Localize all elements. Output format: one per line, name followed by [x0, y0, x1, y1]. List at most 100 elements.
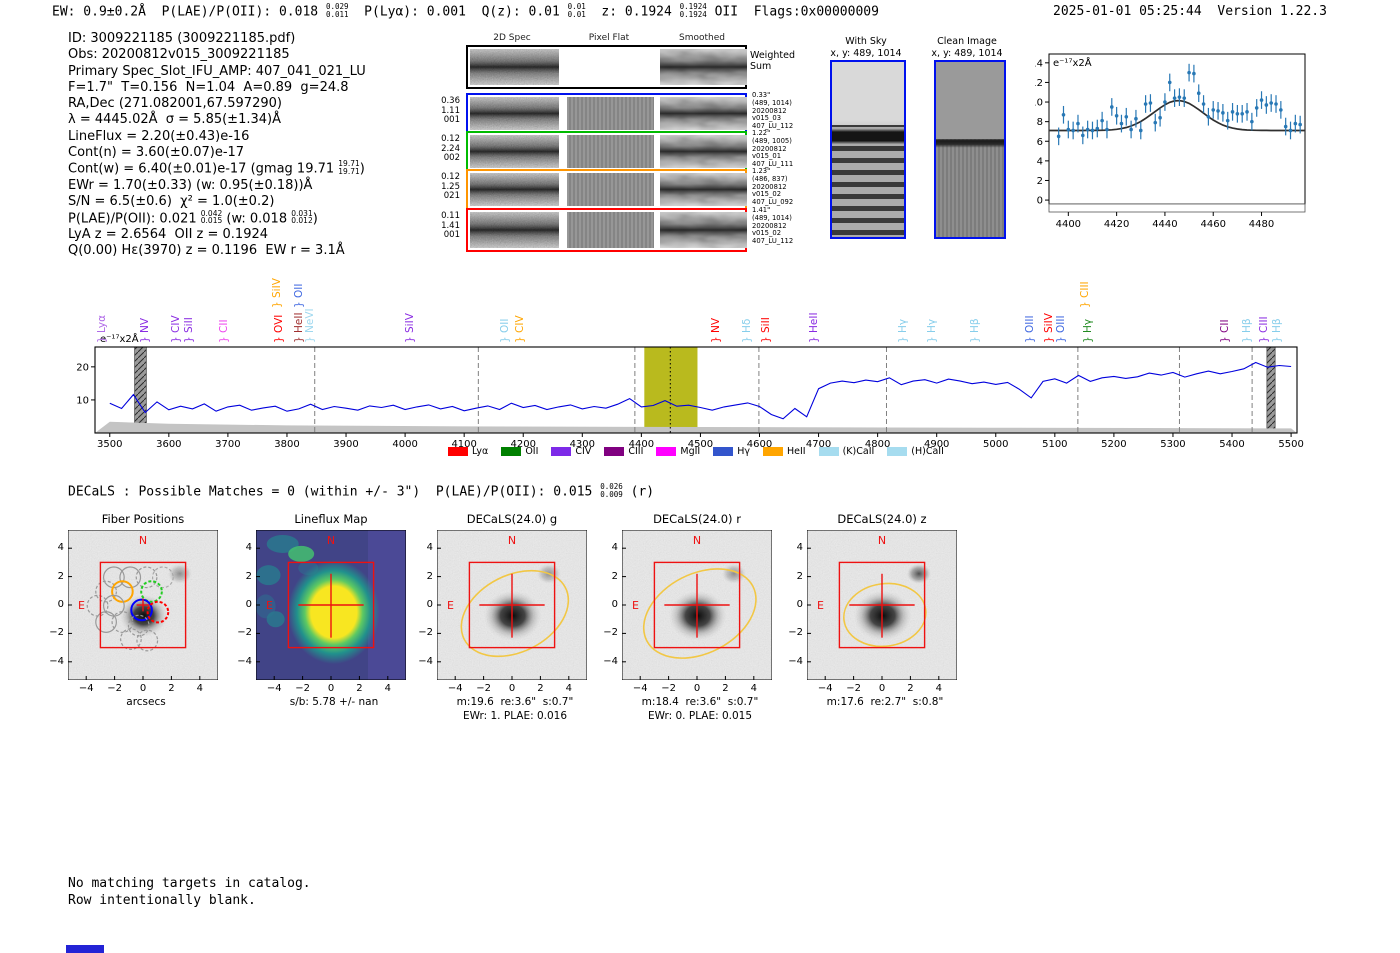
panel-title: DECaLS(24.0) z	[837, 512, 927, 526]
line-marker-oiii: } OIII	[1055, 315, 1068, 343]
cleanimage-title: Clean Image	[937, 36, 997, 47]
panel-ytick: 2	[426, 570, 433, 582]
cutout-row-left-label: 0.12 2.24 002	[441, 134, 460, 163]
col-header-smoothed: Smoothed	[679, 33, 725, 43]
panel-xlabel: arcsecs	[126, 696, 166, 708]
cell-pixelflat	[567, 135, 654, 168]
panel-xtick: −2	[661, 683, 676, 694]
svg-text:4400: 4400	[629, 439, 654, 450]
info-line: λ = 4445.02Å σ = 5.85(±1.34)Å	[68, 112, 366, 128]
text-segment: S/N = 6.5(±0.6) χ² = 1.0(±0.2)	[68, 194, 275, 210]
info-line: P(LAE)/P(OII): 0.021 0.042 0.015 (w: 0.01…	[68, 209, 366, 228]
header-timestamp-version: 2025-01-01 05:25:44 Version 1.22.3	[1053, 4, 1327, 19]
compass-e: E	[632, 599, 639, 612]
text-segment: DECaLS : Possible Matches = 0 (within +/…	[68, 484, 601, 500]
panel-xtick: 2	[907, 683, 914, 694]
legend-label: (H)CaII	[911, 446, 944, 457]
text-segment: Cont(n) = 3.60(±0.07)e-17	[68, 145, 245, 161]
panel-title: DECaLS(24.0) r	[653, 512, 741, 526]
compass-n: N	[139, 534, 147, 547]
panel-xtick: −4	[817, 683, 833, 694]
cutout-row-right-label: 1.41" (489, 1014) 20200812 v015_02 407_LU_11…	[752, 206, 794, 246]
full-spectrum-plot: 10 20 3500 3600 3700 3800 3900 4000 4100 4200 4300…	[76, 332, 1304, 450]
line-marker-cii: } CII	[1218, 319, 1231, 343]
cleanimage-image	[934, 60, 1006, 239]
panel-xtick: 4	[935, 683, 942, 694]
cell-pixelflat	[567, 173, 654, 206]
decals-match-line: DECaLS : Possible Matches = 0 (within +/…	[68, 483, 655, 500]
panel-ytick: 0	[611, 599, 618, 610]
stacked-fraction: 19.71 19.71	[338, 159, 360, 177]
cell-pixelflat	[567, 212, 654, 248]
legend-item: OII	[501, 446, 538, 457]
withsky-coords: x, y: 489, 1014	[830, 48, 902, 59]
info-line: Primary Spec_Slot_IFU_AMP: 407_041_021_L…	[68, 64, 366, 80]
text-segment: )	[359, 161, 365, 177]
cutout-row-left-label: 0.11 1.41 001	[441, 211, 460, 240]
line-marker-oii: } OII	[499, 318, 512, 343]
legend-item: (K)CaII	[818, 446, 874, 457]
footer-line-1: No matching targets in catalog.	[68, 876, 311, 891]
panel-axes-lineflux: NE	[256, 530, 406, 680]
svg-text:3700: 3700	[215, 439, 240, 450]
svg-text:4700: 4700	[806, 439, 831, 450]
cell-smoothed	[660, 49, 747, 85]
legend-label: HeII	[787, 446, 806, 457]
cutout-row-right-label: 0.33" (489, 1014) 20200812 v015_03 407_LU_11…	[752, 91, 794, 131]
text-segment: λ = 4445.02Å σ = 5.85(±1.34)Å	[68, 112, 281, 128]
svg-text:5500: 5500	[1278, 439, 1303, 450]
svg-text:e⁻¹⁷x2Å: e⁻¹⁷x2Å	[100, 332, 139, 345]
svg-text:8: 8	[1037, 117, 1043, 128]
info-line: Q(0.00) Hε(3970) z = 0.1196 EW r = 3.1Å	[68, 243, 366, 259]
svg-text:4500: 4500	[688, 439, 713, 450]
cutout-row	[466, 131, 747, 172]
panel-xtick: 0	[693, 683, 701, 694]
panel-xlabel: m:17.6 re:2.7" s:0.8"	[826, 696, 944, 708]
line-marker-siii: } SiII	[182, 317, 195, 343]
svg-text:5200: 5200	[1101, 439, 1126, 450]
line-marker-ciii: } CIII	[1257, 316, 1270, 343]
cleanimage-coords: x, y: 489, 1014	[931, 48, 1003, 59]
svg-text:4300: 4300	[570, 439, 595, 450]
compass-n: N	[508, 534, 516, 547]
footer-line-2: Row intentionally blank.	[68, 892, 256, 908]
info-line: Obs: 20200812v015_3009221185	[68, 47, 366, 63]
text-segment: )	[312, 210, 318, 226]
panel-xtick: 4	[384, 683, 391, 694]
panel-ytick: −4	[418, 655, 433, 667]
text-segment: P(LAE)/P(OII): 0.021	[68, 210, 201, 226]
line-marker-nv: } NV	[139, 317, 152, 343]
panel-ytick: −2	[788, 627, 803, 639]
panel-xlabel2: EWr: 1. PLAE: 0.016	[462, 710, 568, 722]
cutout-row	[466, 45, 747, 89]
panel-xtick: 0	[508, 683, 516, 694]
weighted-sum-label: Weighted Sum	[750, 50, 795, 72]
svg-text:e⁻¹⁷x2Å: e⁻¹⁷x2Å	[1053, 56, 1092, 69]
cell-smoothed	[660, 135, 747, 168]
line-marker-hβ: } Hβ	[1270, 318, 1283, 343]
info-line: Cont(w) = 6.40(±0.01)e-17 (gmag 19.71 19…	[68, 159, 366, 178]
legend-swatch	[887, 447, 908, 456]
line-marker-nv: } NV	[710, 317, 723, 343]
panel-xtick: −2	[846, 683, 861, 694]
line-fit-zoom-plot: 0 2 4 6 8 10 12 14 4400 4420 4440 4460 4480 e⁻¹⁷x2Å	[1035, 53, 1306, 230]
svg-text:2: 2	[1037, 176, 1043, 187]
info-line: LineFlux = 2.20(±0.43)e-16	[68, 129, 366, 145]
panel-xtick: −2	[107, 683, 122, 694]
line-marker-civ: } CIV	[169, 315, 182, 343]
panel-ytick: −2	[237, 627, 252, 639]
panel-axes-decals: NE	[622, 530, 772, 680]
spacer	[1202, 4, 1218, 19]
text-segment: (r)	[622, 484, 655, 500]
panel-xtick: 4	[196, 683, 203, 694]
line-marker-cii: } CII	[217, 319, 230, 343]
svg-text:4000: 4000	[392, 439, 417, 450]
cutout-row-left-label: 0.36 1.11 001	[441, 96, 460, 125]
info-line: RA,Dec (271.082001,67.597290)	[68, 96, 366, 112]
panel-xtick: −4	[78, 683, 94, 694]
text-segment: LineFlux = 2.20(±0.43)e-16	[68, 128, 250, 144]
panel-xtick: 2	[722, 683, 729, 694]
svg-text:4460: 4460	[1200, 219, 1225, 230]
legend-item: CIII	[604, 446, 643, 457]
